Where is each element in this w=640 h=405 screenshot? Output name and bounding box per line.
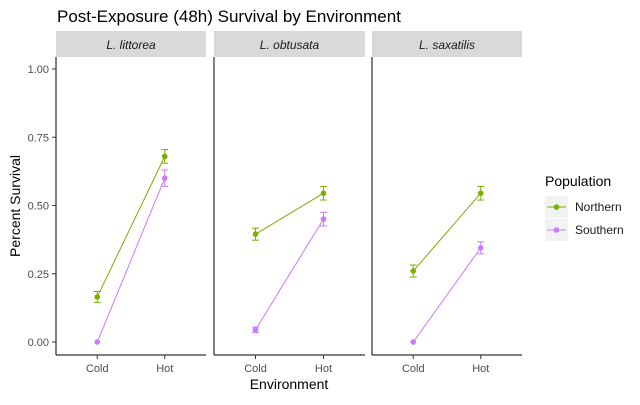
legend-label: Southern xyxy=(575,223,624,237)
series-line xyxy=(96,156,166,298)
series-northern xyxy=(409,185,485,278)
series-northern xyxy=(93,149,169,303)
legend-key-point xyxy=(553,227,560,233)
data-point xyxy=(252,231,259,237)
facet-strip-label: L. saxatilis xyxy=(419,38,475,52)
y-tick-label: 0.25 xyxy=(28,269,49,281)
facet-strip-label: L. littorea xyxy=(106,38,156,52)
data-point xyxy=(320,190,327,197)
facet-panel: L. obtusata Cold Hot xyxy=(213,31,365,375)
y-axis-label: Percent Survival xyxy=(7,155,23,257)
x-tick-label: Cold xyxy=(86,363,109,375)
x-tick-label: Cold xyxy=(402,363,425,375)
legend-item-northern: Northern xyxy=(545,196,622,218)
x-tick-label: Hot xyxy=(156,363,173,375)
legend: Population Northern Southern xyxy=(545,173,624,241)
series-line xyxy=(96,178,166,343)
legend-label: Northern xyxy=(575,200,622,214)
data-point xyxy=(161,153,168,160)
series-line xyxy=(255,192,324,235)
y-tick-label: 0.75 xyxy=(28,132,49,144)
x-tick-label: Hot xyxy=(472,363,489,375)
data-point xyxy=(252,326,259,333)
facet-strip-label: L. obtusata xyxy=(260,38,320,52)
y-tick-label: 0.00 xyxy=(28,337,49,349)
series-southern xyxy=(252,211,327,333)
data-point xyxy=(410,268,417,274)
facet-panel: L. saxatilis Cold Hot xyxy=(371,31,522,375)
x-tick-label: Cold xyxy=(244,363,267,375)
data-point xyxy=(161,175,168,181)
series-northern xyxy=(252,185,327,241)
data-point xyxy=(320,216,327,222)
series-southern xyxy=(94,169,169,345)
y-tick-label: 0.50 xyxy=(28,201,49,213)
facet-strip xyxy=(372,31,522,57)
legend-item-southern: Southern xyxy=(545,219,624,241)
data-point xyxy=(477,190,484,197)
facet-strip xyxy=(56,31,206,57)
legend-title: Population xyxy=(545,173,611,189)
series-southern xyxy=(410,241,485,345)
data-point xyxy=(410,339,417,345)
series-line xyxy=(412,247,482,343)
data-point xyxy=(477,245,484,251)
legend-key-point xyxy=(553,204,560,210)
data-point xyxy=(94,339,101,345)
data-point xyxy=(94,294,101,300)
x-tick-label: Hot xyxy=(315,363,332,375)
facet-strip xyxy=(214,31,365,57)
y-tick-label: 1.00 xyxy=(28,64,49,76)
facet-panel: L. littorea Cold Hot xyxy=(55,31,206,375)
series-line xyxy=(255,218,324,330)
chart-title: Post-Exposure (48h) Survival by Environm… xyxy=(57,7,401,26)
x-axis-label: Environment xyxy=(250,376,329,392)
series-line xyxy=(412,192,482,272)
